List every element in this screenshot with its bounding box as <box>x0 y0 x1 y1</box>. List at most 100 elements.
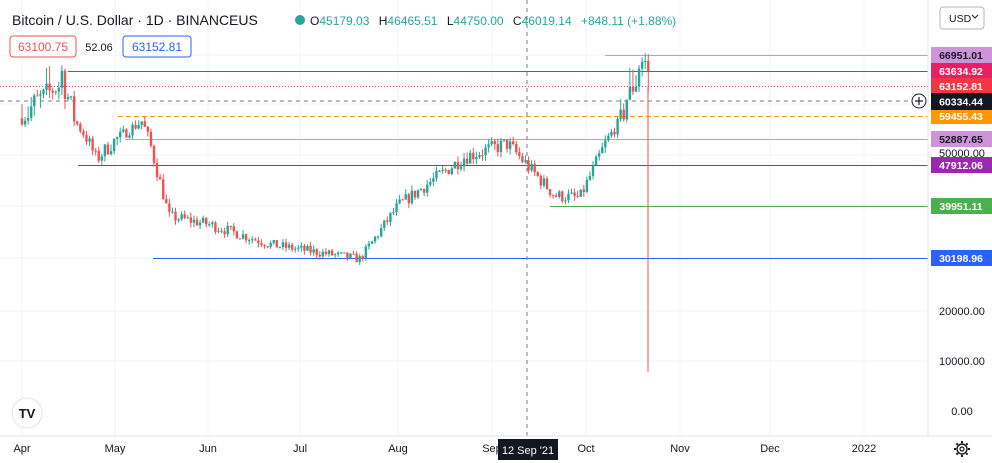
tradingview-logo[interactable]: TV <box>11 397 43 429</box>
candle-body <box>119 131 122 138</box>
candle-body <box>502 139 506 141</box>
candle-body <box>616 118 619 135</box>
candle-body <box>456 161 460 170</box>
candle-body <box>54 91 57 93</box>
candle-body <box>601 147 604 154</box>
open-value: 45179.03 <box>319 14 369 28</box>
candle-body <box>269 242 272 247</box>
candle-body <box>223 231 226 235</box>
candle-body <box>115 137 119 139</box>
candle-body <box>343 252 346 254</box>
candle-body <box>358 256 361 263</box>
candle-body <box>426 184 429 193</box>
candle-body <box>300 245 303 248</box>
time-tick-label: Oct <box>577 443 594 455</box>
candle-body <box>447 170 450 175</box>
candle-body <box>229 225 232 227</box>
candle-body <box>42 89 45 95</box>
candle-body <box>521 156 524 162</box>
logo-text: TV <box>19 406 36 421</box>
crosshair-price-label: 60334.44 <box>939 97 983 109</box>
candle-body <box>162 179 165 200</box>
sell-button[interactable] <box>9 35 77 58</box>
candle-body <box>158 177 162 180</box>
candle-body <box>625 99 628 120</box>
candle-body <box>349 253 352 258</box>
candle-body <box>109 151 113 155</box>
candle-body <box>340 252 343 254</box>
candle-body <box>106 144 110 155</box>
symbol-title[interactable]: Bitcoin / U.S. Dollar · 1D · BINANCEUS <box>12 12 258 28</box>
candle-body <box>235 231 239 239</box>
candle-body <box>287 244 291 248</box>
candle-body <box>155 163 159 178</box>
candle-body <box>631 87 635 92</box>
l-label: L <box>447 14 454 28</box>
candle-body <box>247 240 251 242</box>
candle-body <box>214 222 217 232</box>
gear-icon[interactable] <box>954 441 970 457</box>
candle-body <box>23 120 27 125</box>
candle-body <box>45 83 48 90</box>
buy-button[interactable] <box>122 35 192 58</box>
candle-body <box>36 95 39 97</box>
candle-body <box>321 251 325 257</box>
candle-body <box>251 239 254 241</box>
candle-body <box>361 256 364 259</box>
low-value: 44750.00 <box>454 14 504 28</box>
candle-body <box>410 190 414 204</box>
candle-body <box>398 199 401 204</box>
time-tick-label: Sep <box>482 443 502 455</box>
candle-body <box>57 87 61 92</box>
candle-body <box>383 220 386 228</box>
candle-body <box>189 217 193 223</box>
level-tag-value: 59455.43 <box>939 111 983 123</box>
candle-body <box>312 249 315 253</box>
candle-body <box>441 169 444 172</box>
candle-body <box>465 158 469 164</box>
candle-body <box>459 166 463 170</box>
candle-body <box>472 152 475 160</box>
candle-body <box>432 178 435 182</box>
candle-body <box>131 124 134 136</box>
candle-body <box>324 251 328 255</box>
candle-body <box>527 160 530 171</box>
candle-body <box>30 106 33 118</box>
change-value: +848.11 (+1.88%) <box>581 14 676 28</box>
candle-body <box>51 90 54 93</box>
candle-body <box>561 191 564 202</box>
candle-body <box>69 96 73 98</box>
candle-body <box>373 236 377 242</box>
time-tick-label: Apr <box>13 443 30 455</box>
candle-body <box>125 129 128 138</box>
currency-button[interactable] <box>939 6 985 30</box>
close-value: 46019.14 <box>522 14 572 28</box>
candle-body <box>508 141 512 149</box>
candle-body <box>379 227 383 237</box>
candle-body <box>303 245 306 251</box>
candle-body <box>438 171 441 173</box>
candle-body <box>275 240 279 248</box>
candle-body <box>318 254 321 257</box>
candle-body <box>284 242 288 248</box>
candle-body <box>333 254 337 256</box>
candle-body <box>450 168 453 175</box>
candle-body <box>60 70 64 88</box>
candle-body <box>416 190 420 198</box>
crosshair-price-bg <box>931 93 992 110</box>
level-tag-value: 39951.11 <box>939 201 982 213</box>
level-tag <box>931 108 992 124</box>
candle-body <box>201 217 205 223</box>
level-tag <box>931 78 992 94</box>
candle-body <box>505 139 509 149</box>
candle-body <box>413 190 417 198</box>
candle-body <box>469 152 472 164</box>
time-tick-label: May <box>105 443 126 455</box>
ohlc-values: O45179.03 H46465.51 L44750.00 C46019.14 … <box>310 14 676 28</box>
candle-body <box>217 230 220 232</box>
h-label: H <box>379 14 388 28</box>
candle-body <box>20 118 24 125</box>
level-tag <box>931 131 992 147</box>
